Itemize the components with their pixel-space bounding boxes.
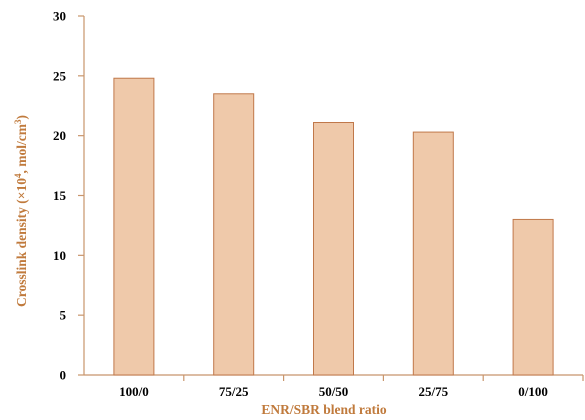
tick-labels: 0 5 10 15 20 25 30 100/0 75/25 50/50 25/75 0/100 — [53, 9, 548, 400]
bar — [512, 218, 554, 376]
y-tick-label: 0 — [60, 368, 67, 383]
y-tick-label: 20 — [53, 128, 66, 143]
x-tick-label: 75/25 — [219, 384, 249, 399]
y-axis-title-end: ) — [14, 115, 29, 120]
y-axis-title-sup2: 3 — [13, 119, 23, 124]
y-axis-title: Crosslink density (×104, mol/cm3) — [13, 115, 29, 307]
y-axis-title-mid: , mol/cm — [14, 123, 29, 173]
bars-group — [113, 77, 554, 376]
y-axis-title-sup1: 4 — [13, 173, 23, 178]
x-axis-title: ENR/SBR blend ratio — [261, 402, 387, 417]
y-tick-label: 5 — [60, 308, 67, 323]
y-tick-label: 10 — [53, 248, 66, 263]
chart-axes — [78, 15, 584, 381]
y-tick-label: 25 — [53, 68, 67, 83]
bar — [113, 77, 155, 376]
bar — [213, 93, 255, 376]
x-tick-label: 25/75 — [418, 384, 448, 399]
y-axis-title-main: Crosslink density (×10 — [14, 178, 29, 307]
x-tick-label: 0/100 — [518, 384, 548, 399]
y-tick-label: 30 — [53, 9, 66, 24]
bar — [313, 122, 354, 376]
x-tick-label: 100/0 — [119, 384, 149, 399]
y-tick-label: 15 — [53, 188, 67, 203]
bar — [412, 131, 454, 376]
x-tick-label: 50/50 — [319, 384, 349, 399]
